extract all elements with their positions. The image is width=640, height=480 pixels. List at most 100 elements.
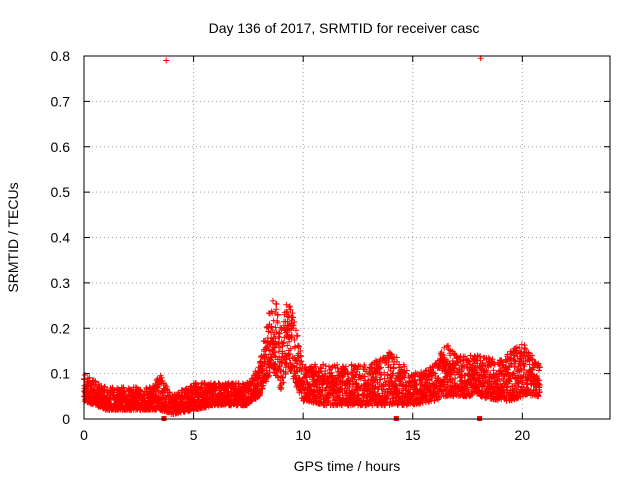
data-point <box>269 297 276 304</box>
data-point <box>81 372 88 379</box>
data-point <box>302 363 309 370</box>
data-point <box>392 378 399 385</box>
data-point <box>535 392 542 399</box>
data-point <box>529 357 536 364</box>
data-point <box>412 369 419 376</box>
data-point <box>286 303 293 310</box>
data-point <box>511 357 518 364</box>
data-point <box>397 378 404 385</box>
data-point <box>503 384 510 391</box>
data-point <box>487 362 494 369</box>
data-point <box>517 365 524 372</box>
data-point <box>510 370 517 377</box>
data-point <box>436 362 443 369</box>
x-tick-label: 0 <box>80 427 88 443</box>
data-point <box>357 363 364 370</box>
data-point <box>294 332 301 339</box>
y-tick-label: 0.6 <box>51 139 71 155</box>
data-point <box>514 395 521 402</box>
data-point <box>174 398 181 405</box>
data-point <box>152 389 159 396</box>
data-point <box>461 353 468 360</box>
data-point <box>295 343 302 350</box>
data-point <box>476 375 483 382</box>
data-point <box>279 340 286 347</box>
data-point <box>377 376 384 383</box>
data-point <box>288 332 295 339</box>
data-point <box>276 330 283 337</box>
data-point <box>303 373 310 380</box>
y-tick-label: 0.8 <box>51 48 71 64</box>
data-point <box>466 358 473 365</box>
data-point <box>284 308 291 315</box>
data-point <box>440 352 447 359</box>
data-point <box>269 327 276 334</box>
data-point <box>329 372 336 379</box>
data-point <box>387 364 394 371</box>
data-point <box>191 398 198 405</box>
data-point <box>272 335 279 342</box>
data-point <box>265 373 272 380</box>
data-point <box>297 348 304 355</box>
data-point <box>512 385 519 392</box>
data-point <box>388 351 395 358</box>
data-point <box>508 362 515 369</box>
data-point <box>280 339 287 346</box>
data-point <box>377 364 384 371</box>
data-point <box>401 374 408 381</box>
y-tick-label: 0 <box>62 411 70 427</box>
data-point <box>263 378 270 385</box>
data-point <box>443 385 450 392</box>
data-point <box>377 372 384 379</box>
chart-title: Day 136 of 2017, SRMTID for receiver cas… <box>209 20 480 36</box>
axis-ticks <box>83 55 610 420</box>
data-point <box>536 377 543 384</box>
data-point <box>86 374 93 381</box>
data-point <box>519 379 526 386</box>
data-point <box>266 372 273 379</box>
x-tick-label: 5 <box>190 427 198 443</box>
x-tick-label: 15 <box>405 427 421 443</box>
data-point <box>351 376 358 383</box>
data-point <box>280 355 287 362</box>
data-point <box>340 373 347 380</box>
data-point <box>290 363 297 370</box>
data-point <box>412 376 419 383</box>
data-point <box>353 371 360 378</box>
data-point <box>494 381 501 388</box>
data-point <box>287 326 294 333</box>
outlier-point <box>163 57 170 64</box>
data-point <box>257 389 264 396</box>
data-point <box>297 352 304 359</box>
data-point <box>480 382 487 389</box>
data-point <box>484 369 491 376</box>
data-point <box>280 379 287 386</box>
data-point <box>262 351 269 358</box>
data-point <box>441 344 448 351</box>
data-point <box>483 367 490 374</box>
data-point <box>376 365 383 372</box>
data-point <box>101 383 108 390</box>
data-point <box>274 319 281 326</box>
data-point <box>486 372 493 379</box>
x-tick-label: 10 <box>295 427 311 443</box>
y-tick-label: 0.5 <box>51 184 71 200</box>
data-point <box>287 306 294 313</box>
data-point <box>289 310 296 317</box>
data-point <box>402 370 409 377</box>
data-point <box>284 342 291 349</box>
y-tick-label: 0.1 <box>51 366 71 382</box>
data-point <box>155 387 162 394</box>
data-point <box>429 369 436 376</box>
data-point <box>279 374 286 381</box>
data-point <box>536 388 543 395</box>
data-point <box>286 304 293 311</box>
data-point <box>515 380 522 387</box>
data-point <box>291 319 298 326</box>
data-point <box>376 359 383 366</box>
data-point <box>318 365 325 372</box>
data-point <box>465 358 472 365</box>
data-point <box>279 343 286 350</box>
x-axis-title: GPS time / hours <box>294 458 401 474</box>
data-point <box>458 367 465 374</box>
